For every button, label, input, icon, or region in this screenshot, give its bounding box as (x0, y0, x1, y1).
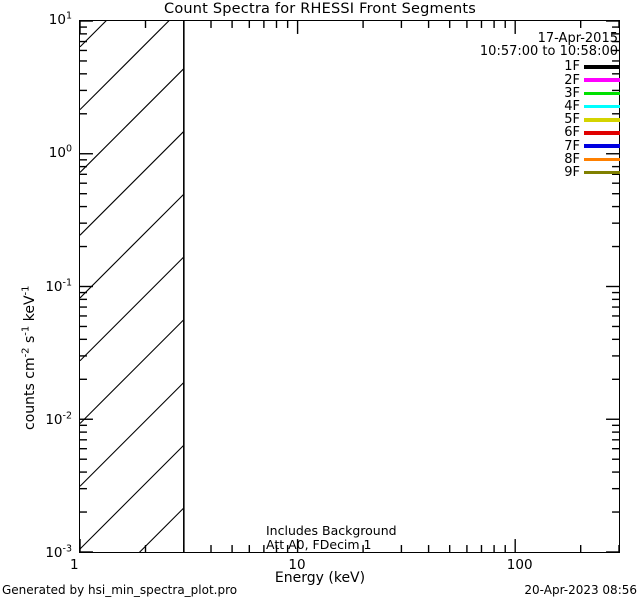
plot-frame: Includes Background Att A0, FDecim 1 (79, 20, 620, 553)
legend-entry-label: 5F (564, 112, 580, 128)
legend-entry-swatch (584, 144, 620, 148)
legend-date: 17-Apr-2015 (537, 31, 618, 46)
legend-entry-6f: 6F (300, 125, 620, 141)
legend-entry-label: 7F (564, 138, 580, 154)
plot-annotations: Includes Background Att A0, FDecim 1 (266, 524, 397, 551)
footer-generated-by: Generated by hsi_min_spectra_plot.pro (2, 583, 238, 597)
legend-entries: 1F 2F 3F 4F 5F 6F 7F 8F 9F (300, 60, 620, 179)
legend-time-range: 10:57:00 to 10:58:00 (479, 44, 618, 60)
x-tick-label: 1 (70, 557, 79, 573)
legend-entry-label: 4F (564, 98, 580, 114)
legend-entry-swatch (584, 104, 620, 109)
legend-entry-4f: 4F (300, 100, 620, 113)
legend-entry-label: 8F (564, 151, 580, 167)
legend-entry-swatch (584, 131, 620, 135)
legend-entry-swatch (584, 170, 620, 175)
legend-entry-swatch (584, 78, 620, 82)
axis-ticks (80, 21, 619, 552)
legend-entry-label: 3F (564, 85, 580, 101)
page-title: Count Spectra for RHESSI Front Segments (164, 1, 476, 17)
y-tick-label: 100 (48, 143, 72, 162)
x-axis-label: Energy (keV) (274, 570, 366, 586)
legend-entry-swatch (584, 118, 620, 122)
annotation-attenuator-state: Att A0, FDecim 1 (266, 536, 372, 552)
y-axis-label: counts cm-2 s-1 keV-1 (20, 285, 38, 430)
y-tick-label: 10-2 (45, 410, 72, 428)
legend-entry-label: 1F (564, 59, 580, 75)
legend-entry-5f: 5F (300, 113, 620, 126)
legend-entry-3f: 3F (300, 87, 620, 100)
legend-entry-9f: 9F (300, 166, 620, 179)
legend: 17-Apr-2015 10:57:00 to 10:58:00 1F 2F 3F 4… (300, 32, 620, 179)
legend-entry-swatch (584, 157, 620, 162)
y-tick-label: 10-1 (45, 277, 72, 295)
annotation-includes-background: Includes Background (266, 523, 397, 538)
x-tick-label: 10 (288, 557, 306, 573)
legend-entry-swatch (584, 65, 620, 69)
legend-entry-swatch (584, 91, 620, 96)
excluded-band-hatching (80, 21, 184, 552)
footer-timestamp: 20-Apr-2023 08:56 (524, 583, 637, 597)
legend-entry-label: 9F (564, 164, 580, 180)
legend-entry-label: 2F (564, 72, 580, 88)
plot-area-svg (80, 21, 619, 552)
legend-entry-2f: 2F (300, 72, 620, 88)
y-tick-label: 10-3 (45, 543, 72, 561)
y-tick-label: 101 (48, 10, 72, 28)
legend-entry-1f: 1F (300, 59, 620, 75)
legend-entry-7f: 7F (300, 138, 620, 154)
legend-entry-label: 6F (564, 125, 580, 141)
x-tick-label: 100 (506, 557, 533, 573)
legend-entry-8f: 8F (300, 153, 620, 166)
